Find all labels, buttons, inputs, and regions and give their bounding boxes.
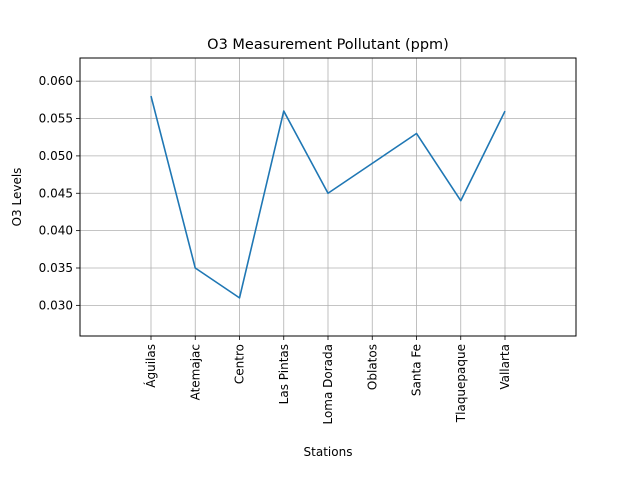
x-tick-label: Vallarta [498,344,512,390]
y-tick-label: 0.060 [39,74,73,88]
y-axis-label: O3 Levels [10,168,24,227]
x-tick-label: Oblatos [365,344,379,390]
x-axis-label: Stations [304,445,353,459]
y-axis-ticks: 0.030 0.035 0.040 0.045 0.050 0.055 0.060 [39,74,80,312]
x-tick-label: Atemajac [188,344,202,400]
x-tick-label: Águilas [143,344,158,388]
x-tick-label: Tlaquepaque [454,344,468,423]
y-tick-label: 0.055 [39,112,73,126]
y-tick-label: 0.040 [39,224,73,238]
x-tick-label: Loma Dorada [321,344,335,425]
y-tick-label: 0.045 [39,186,73,200]
x-tick-label: Centro [233,344,247,384]
x-tick-label: Santa Fe [410,344,424,396]
x-axis-ticks: Águilas Atemajac Centro Las Pintas Loma Dora… [143,336,512,425]
chart-title: O3 Measurement Pollutant (ppm) [207,37,449,53]
y-tick-label: 0.035 [39,261,73,275]
series-layer [150,95,506,299]
y-tick-label: 0.030 [39,298,73,312]
x-tick-label: Las Pintas [277,344,291,404]
series-line [150,95,506,299]
y-tick-label: 0.050 [39,149,73,163]
